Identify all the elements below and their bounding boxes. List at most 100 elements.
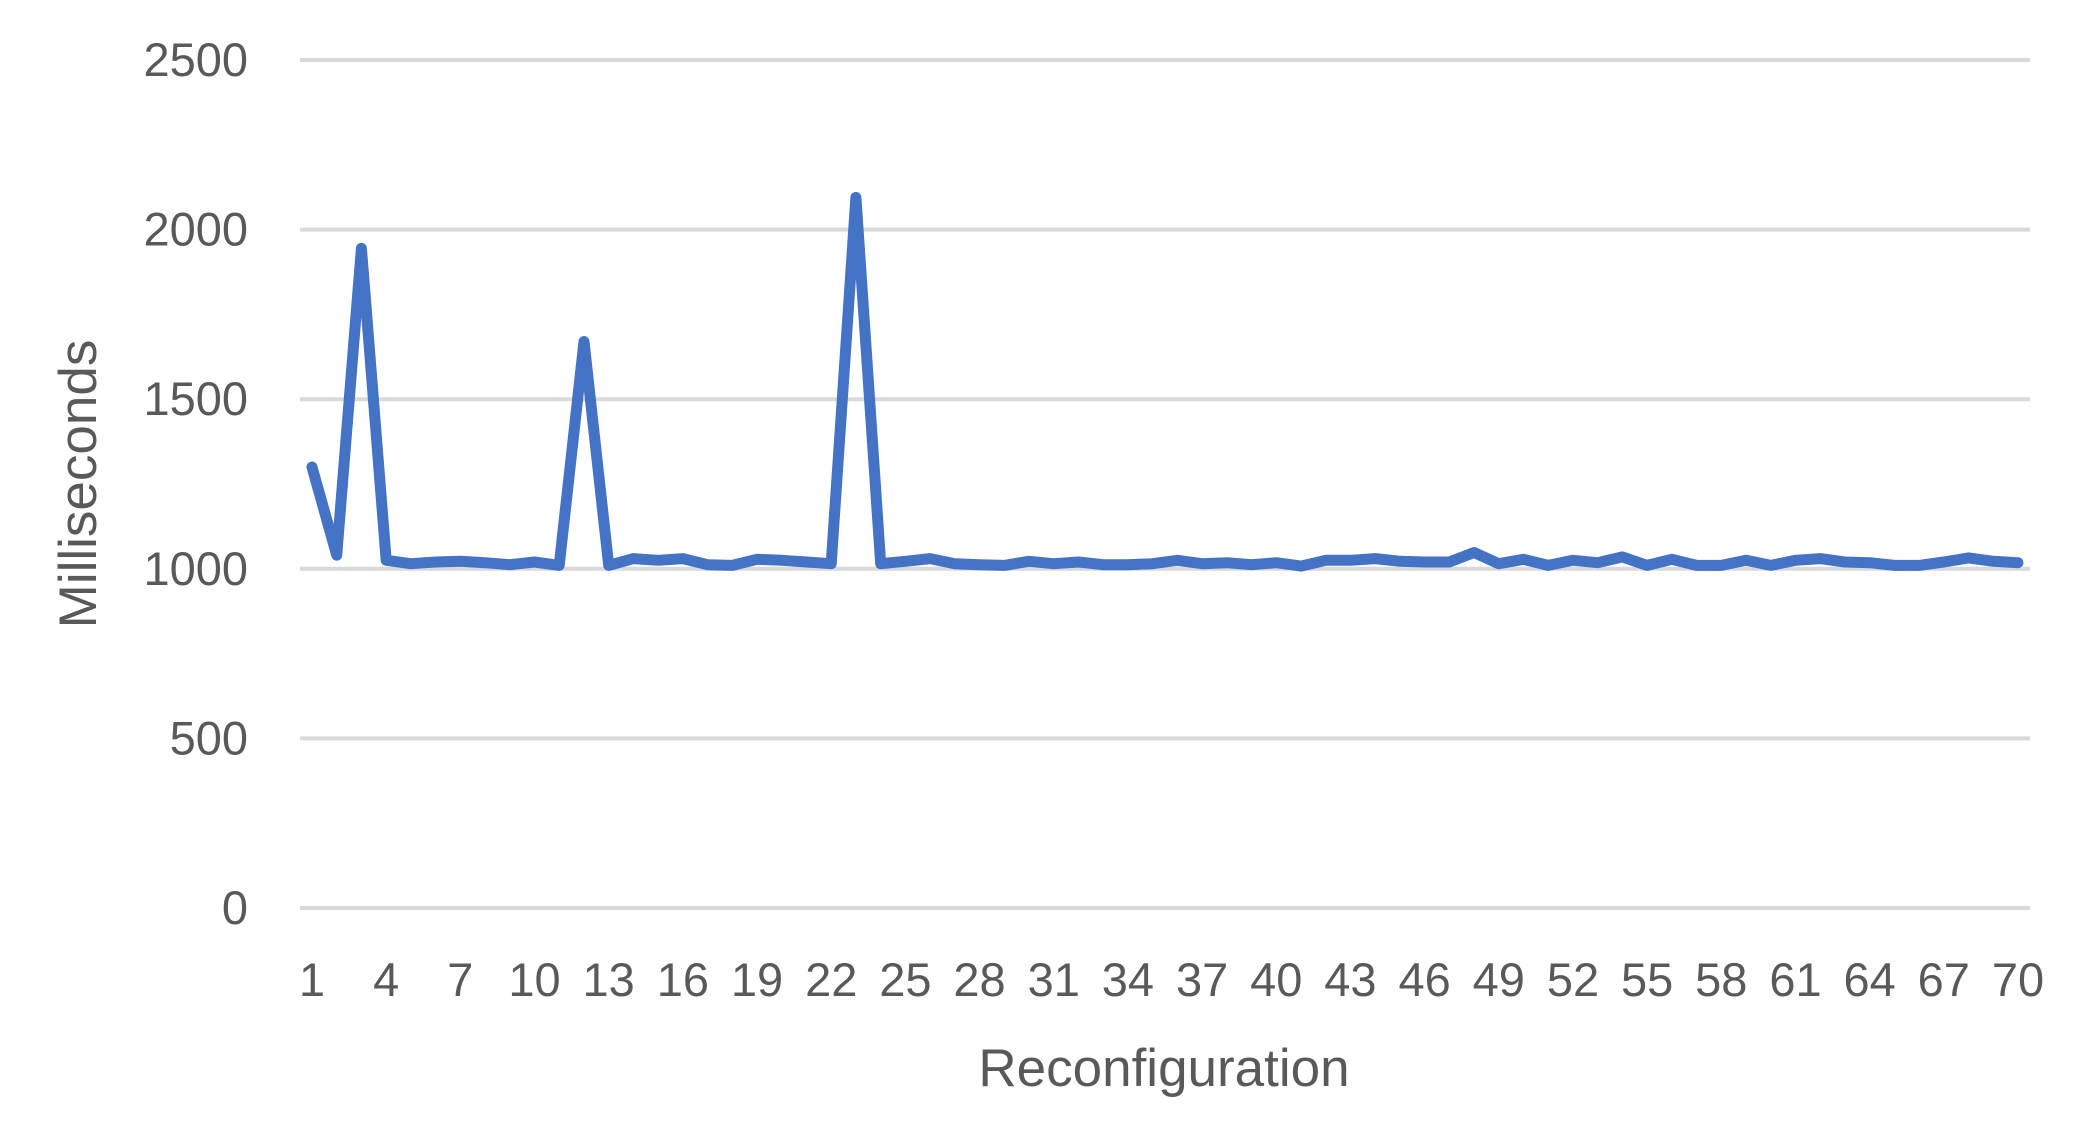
data-point: [903, 559, 908, 564]
x-tick-label: 61: [1769, 953, 1821, 1006]
data-point: [928, 556, 933, 561]
data-point: [581, 339, 586, 344]
gridlines: [300, 58, 2030, 910]
x-tick-label: 19: [731, 953, 783, 1006]
data-point: [1917, 563, 1922, 568]
data-point: [433, 560, 438, 565]
data-point: [829, 561, 834, 566]
data-point: [730, 563, 735, 568]
data-point: [631, 556, 636, 561]
x-axis-title: Reconfiguration: [978, 1039, 1349, 1098]
data-point: [408, 561, 413, 566]
data-point: [1422, 560, 1427, 565]
data-point: [1447, 560, 1452, 565]
data-point: [1298, 564, 1303, 569]
data-point: [557, 563, 562, 568]
data-point: [1076, 560, 1081, 565]
data-point: [1249, 562, 1254, 567]
x-tick-label: 10: [508, 953, 560, 1006]
x-tick-label: 1: [299, 953, 325, 1006]
x-tick-label: 28: [953, 953, 1005, 1006]
data-point: [1200, 561, 1205, 566]
data-point: [853, 195, 858, 200]
data-point: [1892, 563, 1897, 568]
x-tick-label: 58: [1695, 953, 1747, 1006]
data-point: [952, 561, 957, 566]
data-point: [680, 556, 685, 561]
data-point: [2016, 560, 2020, 565]
data-point: [384, 558, 389, 563]
x-tick-label: 52: [1547, 953, 1599, 1006]
data-point: [507, 562, 512, 567]
x-tick-label: 49: [1473, 953, 1525, 1006]
y-axis-title: Milliseconds: [49, 340, 108, 629]
data-point: [1348, 558, 1353, 563]
x-tick-label: 55: [1621, 953, 1673, 1006]
x-tick-label: 70: [1992, 953, 2044, 1006]
y-tick-label: 0: [222, 881, 248, 934]
data-point: [1842, 560, 1847, 565]
x-tick-label: 16: [657, 953, 709, 1006]
data-point: [656, 558, 661, 563]
data-point: [1027, 559, 1032, 564]
data-point: [1224, 560, 1229, 565]
data-point: [1818, 556, 1823, 561]
data-point: [1744, 558, 1749, 563]
data-point: [1719, 563, 1724, 568]
y-tick-label: 1500: [143, 372, 248, 425]
data-point: [1125, 562, 1130, 567]
x-tick-label: 37: [1176, 953, 1228, 1006]
data-point: [1595, 560, 1600, 565]
data-point: [1768, 563, 1773, 568]
data-point: [359, 246, 364, 251]
data-point: [1546, 563, 1551, 568]
series-layer: [306, 191, 2024, 572]
x-tick-label: 31: [1028, 953, 1080, 1006]
x-tick-label: 25: [879, 953, 931, 1006]
data-point: [1521, 557, 1526, 562]
data-point: [1694, 563, 1699, 568]
data-point: [1002, 563, 1007, 568]
y-axis-ticks: 0 500 1000 1500 2000 2500: [143, 33, 248, 934]
x-tick-label: 22: [805, 953, 857, 1006]
y-tick-label: 2000: [143, 203, 248, 256]
data-point: [1496, 561, 1501, 566]
series-line-0: [306, 191, 2024, 572]
data-point: [755, 557, 760, 562]
x-axis-ticks: 1 4 7 10 13 16 19 22 25 28 31 34 37 40 43 46 49 52 55 58 61 6…: [299, 953, 2044, 1006]
data-point: [1101, 562, 1106, 567]
data-point: [1373, 556, 1378, 561]
y-tick-label: 1000: [143, 542, 248, 595]
x-tick-label: 34: [1102, 953, 1154, 1006]
data-point: [1274, 560, 1279, 565]
data-point: [532, 560, 537, 565]
data-point: [1941, 560, 1946, 565]
data-point: [1620, 554, 1625, 559]
y-tick-label: 2500: [143, 33, 248, 86]
data-point: [1867, 560, 1872, 565]
data-point: [1150, 561, 1155, 566]
x-tick-label: 4: [373, 953, 399, 1006]
x-tick-label: 40: [1250, 953, 1302, 1006]
data-point: [1323, 558, 1328, 563]
data-point: [878, 561, 883, 566]
data-point: [1966, 555, 1971, 560]
data-point: [1051, 561, 1056, 566]
y-tick-label: 500: [170, 711, 248, 764]
data-point: [705, 562, 710, 567]
data-point: [334, 553, 339, 558]
data-point: [606, 563, 611, 568]
data-point: [458, 559, 463, 564]
data-point: [1645, 563, 1650, 568]
data-point: [1397, 559, 1402, 564]
x-tick-label: 46: [1398, 953, 1450, 1006]
data-point: [1669, 557, 1674, 562]
data-point: [310, 465, 314, 470]
x-tick-label: 7: [447, 953, 473, 1006]
data-point: [1991, 559, 1996, 564]
x-tick-label: 64: [1844, 953, 1896, 1006]
data-point: [1472, 550, 1477, 555]
data-point: [804, 560, 809, 565]
data-point: [1793, 558, 1798, 563]
